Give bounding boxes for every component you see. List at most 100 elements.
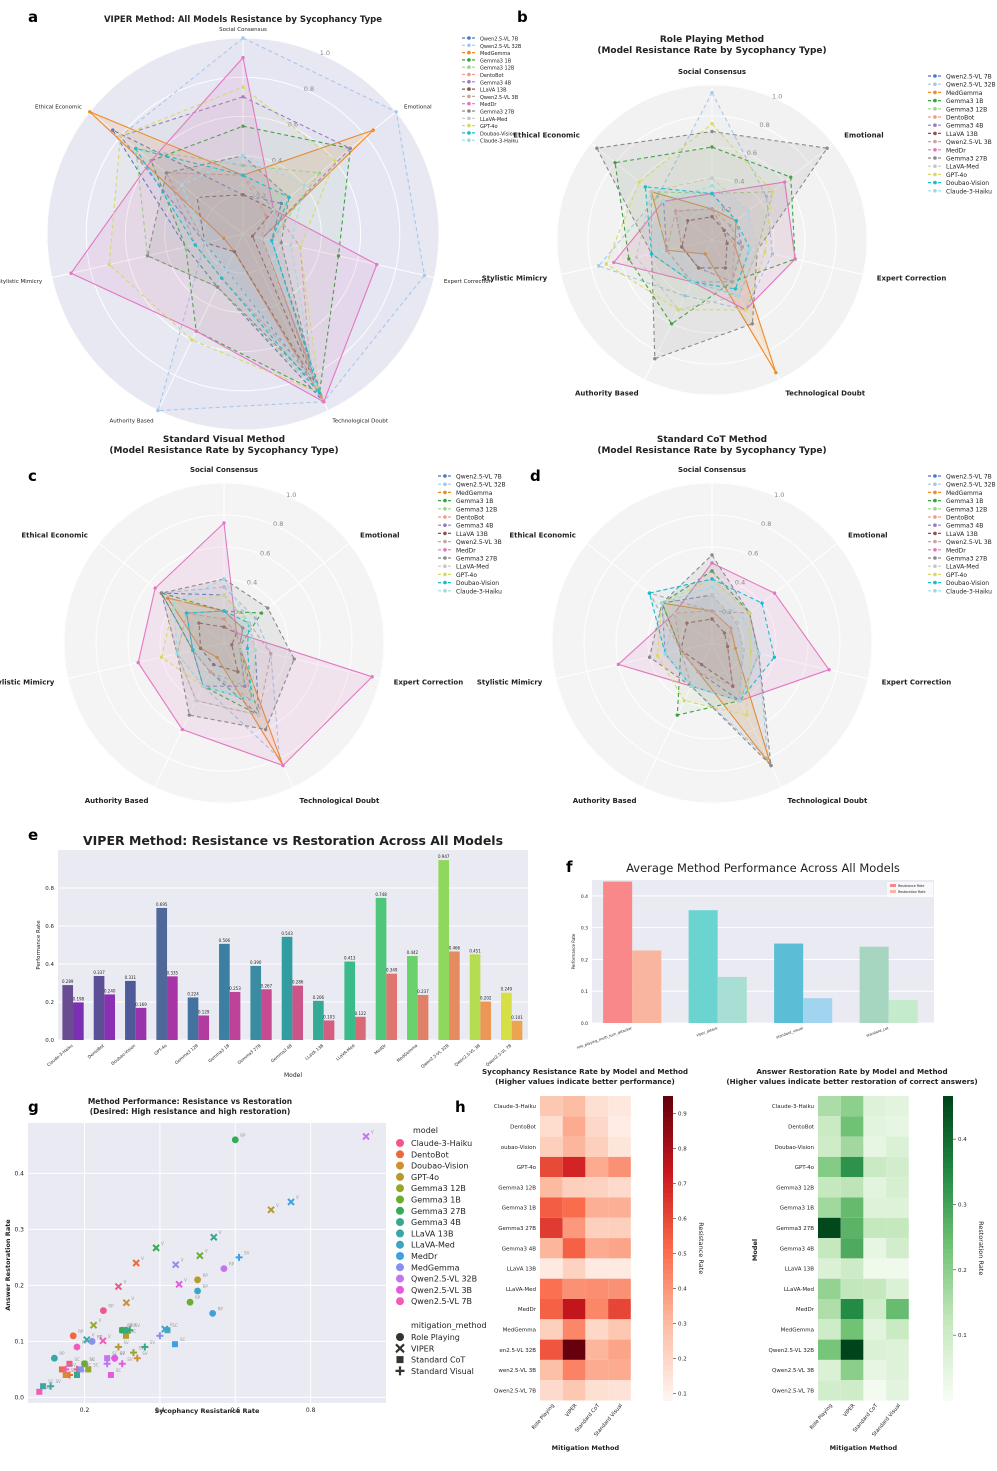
bar-value-label: 0.267 [261, 983, 273, 988]
colorbar-segment [663, 1172, 673, 1178]
bar-resistance [219, 943, 230, 1040]
scatter-point-label: SC [48, 1379, 54, 1384]
colorbar-segment [663, 1126, 673, 1133]
bar-value-label: 0.413 [344, 956, 356, 961]
heatmap-cell [540, 1197, 563, 1218]
scatter-point-label: SC [67, 1362, 73, 1367]
colorbar-segment [663, 1380, 673, 1386]
radar-point [710, 91, 714, 95]
heatmap-col-label: VIPER [842, 1403, 857, 1419]
radar-point [728, 223, 732, 228]
heatmap-cell [886, 1359, 909, 1381]
heatmap-cell [886, 1278, 909, 1299]
legend-label: MedDr [480, 102, 497, 108]
legend-marker [933, 123, 937, 127]
legend-label: Gemma3 4B [480, 80, 512, 86]
heatmap-row-label: LLaVA-Med [506, 1287, 536, 1293]
radar-point [194, 329, 198, 333]
legend-label: Qwen2.5-VL 32B [480, 44, 522, 50]
radar-point [755, 248, 760, 253]
colorbar-segment [943, 1359, 953, 1366]
radar-point [370, 675, 374, 679]
x-tick-label: 0.6 [230, 1407, 240, 1414]
colorbar-segment [943, 1227, 953, 1234]
radar-point [735, 621, 739, 625]
radar-point [190, 338, 194, 342]
bar-value-label: 0.101 [511, 1015, 523, 1020]
radar-point [763, 250, 767, 254]
radar-point [241, 193, 245, 197]
heatmap-cell [863, 1096, 887, 1117]
heatmap-row-label: Gemma3 1B [502, 1206, 536, 1212]
heatmap-row-label: MedDr [518, 1307, 537, 1313]
bar-resistance [375, 897, 387, 1040]
colorbar-segment [943, 1288, 953, 1295]
scatter-point-standard-visual [156, 1332, 164, 1340]
bar-resistance [313, 1000, 324, 1040]
heatmap-row-label: DentoBot [788, 1124, 815, 1130]
radar-point [722, 631, 727, 635]
legend-marker [395, 1343, 405, 1354]
colorbar-label: Resistance Rate [697, 1222, 705, 1274]
colorbar-segment [663, 1243, 673, 1249]
scatter-point-label: V [131, 1296, 134, 1301]
heatmap-cell [818, 1096, 841, 1117]
panel-label-d: d [530, 467, 541, 485]
colorbar-segment [663, 1136, 673, 1143]
radar-point [266, 606, 270, 610]
heatmap-cell [585, 1299, 609, 1320]
radar-point [234, 631, 239, 635]
legend-label: Gemma3 4B [946, 123, 983, 130]
legend-marker [396, 1150, 404, 1159]
heatmap-cell [608, 1197, 631, 1218]
bar-value-label: 0.748 [375, 892, 387, 897]
scatter-point-label: SC [74, 1357, 80, 1362]
legend-label: DentoBot [411, 1150, 449, 1159]
radar-series-llava-13b [680, 618, 734, 688]
radar-point [723, 266, 728, 270]
legend-label: Qwen2.5-VL 7B [456, 474, 502, 481]
radar-axis-label: Stylistic Mimicry [0, 679, 55, 687]
colorbar-segment [943, 1329, 953, 1336]
radar-series-meddr [70, 56, 378, 403]
colorbar-segment [663, 1349, 673, 1356]
scatter-point-standard-cot [62, 1372, 69, 1378]
y-tick-label: 0.2 [14, 1282, 24, 1289]
legend-label: MedGemma [946, 90, 983, 97]
radar-spoke [223, 542, 350, 644]
scatter-point-viper [89, 1321, 98, 1329]
colorbar-segment [943, 1202, 953, 1209]
radar-series-meddr [137, 521, 374, 767]
x-axis-label: Mitigation Method [830, 1444, 898, 1452]
colorbar-segment [943, 1253, 953, 1259]
heatmap-cell [608, 1359, 631, 1381]
radar-series-doubao-vision [185, 610, 253, 702]
scatter-point-label: V [276, 1203, 279, 1208]
heatmap-cell [818, 1339, 841, 1360]
y-tick-label: 0.0 [45, 1038, 54, 1044]
radar-point [394, 110, 398, 114]
colorbar-segment [663, 1222, 673, 1229]
legend-label: GPT-4o [411, 1173, 439, 1182]
radar-point [725, 644, 730, 649]
colorbar-segment [663, 1177, 673, 1183]
y-tick-label: 0.6 [45, 924, 54, 930]
radar-point [734, 218, 738, 223]
radar-point [657, 250, 661, 254]
bar-value-label: 0.103 [323, 1014, 335, 1019]
radar-axis-label: Ethical Economic [509, 532, 576, 540]
legend-marker [467, 94, 471, 99]
y-tick-label: 0.1 [14, 1338, 24, 1345]
radar-r-tick: 1.0 [286, 491, 296, 499]
heatmap-cell [585, 1258, 609, 1279]
bar-restoration [73, 1002, 84, 1040]
scatter-point-viper [99, 1337, 107, 1345]
bar-restoration [888, 1000, 918, 1023]
colorbar-segment [943, 1156, 953, 1163]
radar-series-gemma3-1b [160, 592, 263, 717]
heatmap-row-label: GPT-4o [517, 1165, 537, 1171]
legend-marker [467, 109, 471, 113]
legend-label: Gemma3 27B [480, 110, 515, 116]
scatter-point-label: SV [74, 1368, 80, 1373]
colorbar-segment [943, 1299, 953, 1305]
